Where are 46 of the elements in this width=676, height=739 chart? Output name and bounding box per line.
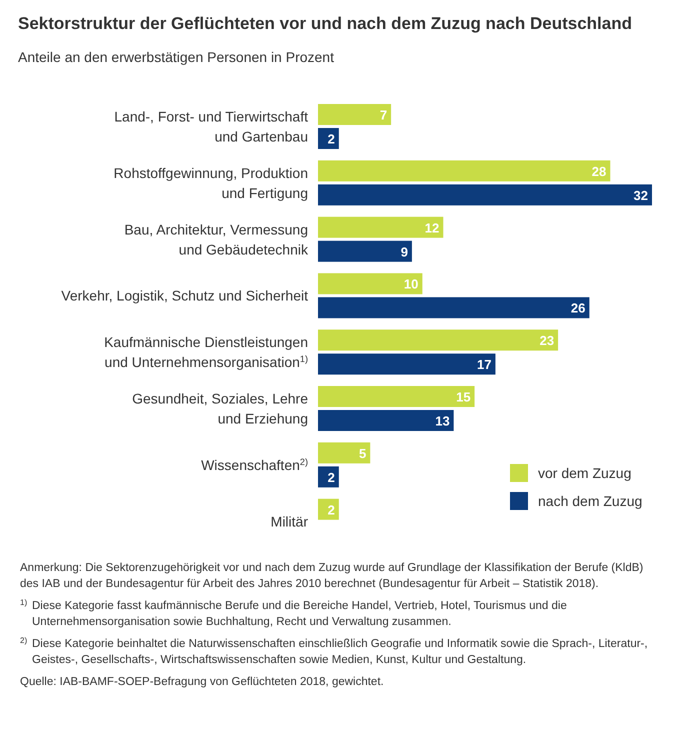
text: Anteile an den erwerbstätigen Personen in Prozent bbox=[18, 49, 334, 65]
text: 2) Diese Kategorie beinhaltet die Naturwissenschaften einschließlich Geografie und Informatik sowie die Sprach-, Literatur-, Geistes-, Gesellschafts-, Wirtschaftswissenschaften sowie Medien, Kunst, Kultur und Gestaltung. bbox=[20, 636, 648, 666]
bar bbox=[318, 160, 610, 182]
bar bbox=[318, 104, 392, 125]
chart-title: Sektorstruktur der Geflüchteten vor und nach dem Zuzug nach Deutschland bbox=[18, 14, 632, 33]
bar bbox=[318, 410, 454, 431]
bar bbox=[318, 240, 412, 262]
y-tick-label: Wissenschaften$^{2)}$ bbox=[201, 456, 308, 473]
y-tick-label: Rohstoffgewinnung, Produktion und Fertigung bbox=[114, 164, 308, 201]
y-tick-label: Gesundheit, Soziales, Lehre und Erziehung bbox=[132, 390, 308, 426]
data-label: 2 bbox=[328, 470, 335, 485]
y-tick-label: Militär bbox=[270, 513, 308, 530]
bar bbox=[318, 442, 370, 464]
y-tick-label: Verkehr, Logistik, Schutz und Sicherheit bbox=[61, 288, 308, 304]
bar bbox=[318, 330, 558, 351]
bar bbox=[318, 216, 444, 238]
legend-label: nach dem Zuzug bbox=[538, 493, 642, 509]
bar bbox=[318, 128, 339, 149]
bar bbox=[318, 354, 496, 375]
legend-label: vor dem Zuzug bbox=[538, 465, 632, 481]
y-tick-label: Bau, Architektur, Vermessung und Gebäudetechnik bbox=[124, 221, 309, 258]
data-label: 26 bbox=[570, 300, 586, 316]
source-note: Quelle: IAB-BAMF-SOEP-Befragung von Geflüchteten 2018, gewichtet. bbox=[20, 676, 384, 688]
data-label: 13 bbox=[435, 414, 450, 428]
y-tick-label: Land-, Forst- und Tierwirtschaft und Gartenbau bbox=[114, 108, 308, 144]
data-label: 9 bbox=[400, 244, 408, 260]
bar bbox=[318, 297, 590, 318]
data-label: 17 bbox=[476, 357, 492, 372]
data-label: 15 bbox=[456, 390, 471, 404]
data-label: 28 bbox=[592, 164, 606, 179]
bar bbox=[318, 466, 339, 488]
text: 1) Diese Kategorie fasst kaufmännische Berufe und die Bereiche Handel, Vertrieb, Hotel, Tourismus und die Unternehmensorganisation sowie Buchhaltung, Recht und Verwaltung zusammen. bbox=[20, 598, 567, 628]
bar bbox=[318, 498, 339, 520]
data-label: 7 bbox=[380, 108, 388, 122]
data-label: 2 bbox=[328, 502, 335, 518]
bar bbox=[318, 184, 652, 206]
y-tick-label: Kaufmännische Dienstleistungen und Unternehmensorganisation$^{1)}$ bbox=[104, 334, 308, 370]
data-label: 32 bbox=[634, 188, 648, 203]
bar bbox=[318, 386, 475, 407]
data-label: 10 bbox=[404, 276, 418, 292]
data-label: 5 bbox=[358, 446, 366, 461]
text: Anmerkung: Die Sektorenzugehörigkeit vor und nach dem Zuzug wurde auf Grundlage der Klassifikation der Berufe (KldB) des IAB und der Bundesagentur für Arbeit des Jahres 2010 berechnet (Bundesagentur für Arbeit – Statistik 2018). bbox=[20, 562, 644, 590]
data-label: 2 bbox=[328, 132, 335, 146]
bar bbox=[318, 273, 422, 294]
data-label: 12 bbox=[424, 220, 440, 236]
data-label: 23 bbox=[540, 333, 554, 348]
